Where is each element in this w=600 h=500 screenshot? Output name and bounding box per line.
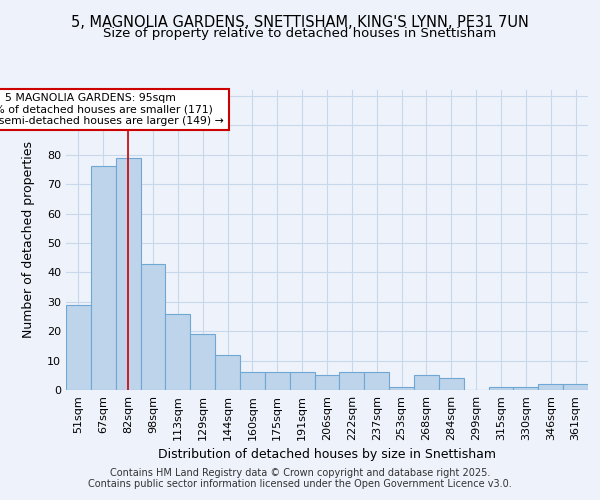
Bar [166, 314, 190, 390]
Bar [364, 372, 389, 390]
Bar [514, 387, 538, 390]
Bar [314, 376, 340, 390]
Bar [290, 372, 314, 390]
Text: 5 MAGNOLIA GARDENS: 95sqm
← 53% of detached houses are smaller (171)
47% of semi: 5 MAGNOLIA GARDENS: 95sqm ← 53% of detac… [0, 93, 224, 126]
Bar [66, 304, 91, 390]
Bar [414, 376, 439, 390]
Text: Contains HM Land Registry data © Crown copyright and database right 2025.: Contains HM Land Registry data © Crown c… [110, 468, 490, 477]
Text: Contains public sector information licensed under the Open Government Licence v3: Contains public sector information licen… [88, 479, 512, 489]
Bar [563, 384, 588, 390]
Y-axis label: Number of detached properties: Number of detached properties [22, 142, 35, 338]
Bar [488, 387, 514, 390]
Bar [538, 384, 563, 390]
Bar [240, 372, 265, 390]
Bar [140, 264, 166, 390]
Text: Size of property relative to detached houses in Snettisham: Size of property relative to detached ho… [103, 28, 497, 40]
Bar [91, 166, 116, 390]
Text: 5, MAGNOLIA GARDENS, SNETTISHAM, KING'S LYNN, PE31 7UN: 5, MAGNOLIA GARDENS, SNETTISHAM, KING'S … [71, 15, 529, 30]
Bar [389, 387, 414, 390]
Bar [215, 354, 240, 390]
X-axis label: Distribution of detached houses by size in Snettisham: Distribution of detached houses by size … [158, 448, 496, 462]
Bar [340, 372, 364, 390]
Bar [190, 334, 215, 390]
Bar [116, 158, 140, 390]
Bar [265, 372, 290, 390]
Bar [439, 378, 464, 390]
